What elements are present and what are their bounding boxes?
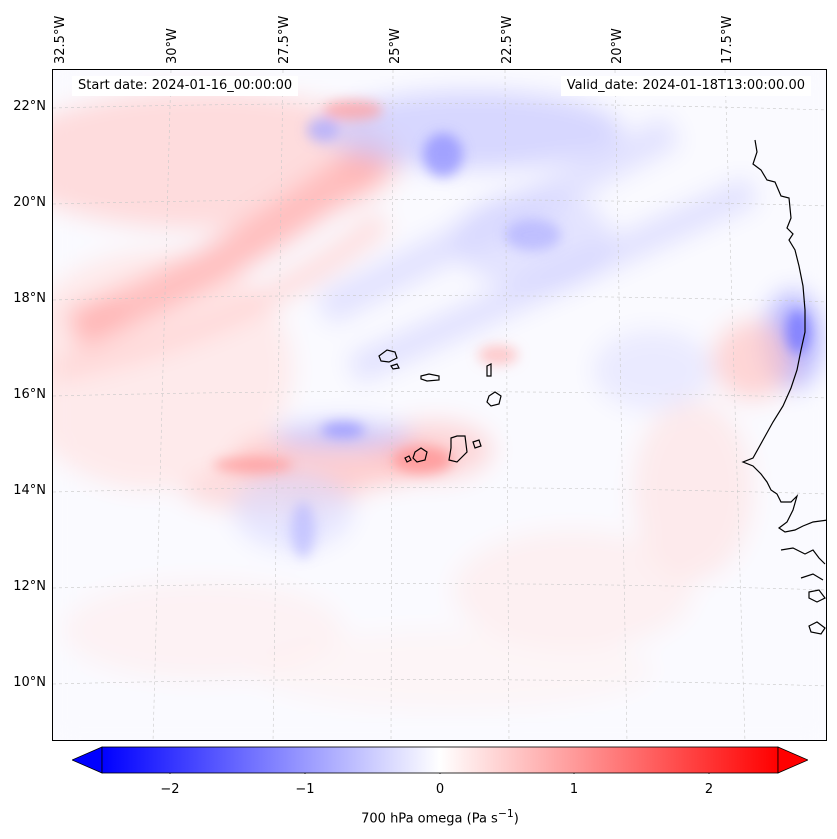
lat-tick-label: 10°N	[13, 675, 46, 690]
sal-island	[486, 363, 492, 377]
lat-tick-label: 20°N	[13, 195, 46, 210]
lon-tick-label: 27.5°W	[277, 15, 292, 64]
omega-field	[53, 70, 826, 740]
lon-tick-label: 17.5°W	[720, 15, 735, 64]
islands-coast	[800, 573, 824, 581]
colorbar-tick-label: 2	[704, 782, 714, 797]
colorbar-label: 700 hPa omega (Pa s−1)	[361, 807, 519, 827]
africa-coastline	[741, 139, 826, 533]
lat-tick-label: 12°N	[13, 579, 46, 594]
colorbar-tick-label: 1	[569, 782, 579, 797]
sao-vicente-island	[390, 363, 400, 370]
santo-antao-island	[378, 349, 398, 363]
lon-tick-label: 30°W	[165, 28, 180, 64]
colorbar-gradient	[101, 746, 779, 774]
colorbar-max-extend	[777, 746, 808, 774]
coastlines	[378, 139, 826, 635]
lon-tick-label: 22.5°W	[500, 15, 515, 64]
map-frame	[52, 69, 827, 741]
island-shape	[808, 589, 826, 603]
colorbar-min-extend	[72, 746, 103, 774]
island-shape-2	[808, 621, 826, 635]
fogo-island	[412, 447, 428, 463]
colorbar-tick-label: −1	[295, 782, 315, 797]
boa-vista-island	[486, 391, 502, 407]
colorbar-tick-label: 0	[435, 782, 445, 797]
omega-field-map	[53, 70, 826, 740]
lat-tick-label: 18°N	[13, 291, 46, 306]
valid-date-label: Valid_date: 2024-01-18T13:00:00.00	[560, 76, 811, 96]
guinea-bissau-coast	[780, 547, 826, 565]
santiago-island	[448, 435, 468, 463]
lat-tick-label: 14°N	[13, 483, 46, 498]
gridlines	[53, 70, 826, 740]
lon-tick-label: 32.5°W	[53, 15, 68, 64]
lon-tick-label: 25°W	[388, 28, 403, 64]
lon-tick-label: 20°W	[610, 28, 625, 64]
maio-island	[472, 439, 482, 449]
colorbar-tick-label: −2	[160, 782, 180, 797]
start-date-label: Start date: 2024-01-16_00:00:00	[72, 76, 299, 96]
lat-tick-label: 16°N	[13, 387, 46, 402]
lat-tick-label: 22°N	[13, 99, 46, 114]
sao-nicolau-island	[420, 373, 440, 382]
brava-island	[404, 455, 412, 463]
omega-field-detail	[213, 100, 810, 558]
colorbar	[72, 746, 808, 774]
